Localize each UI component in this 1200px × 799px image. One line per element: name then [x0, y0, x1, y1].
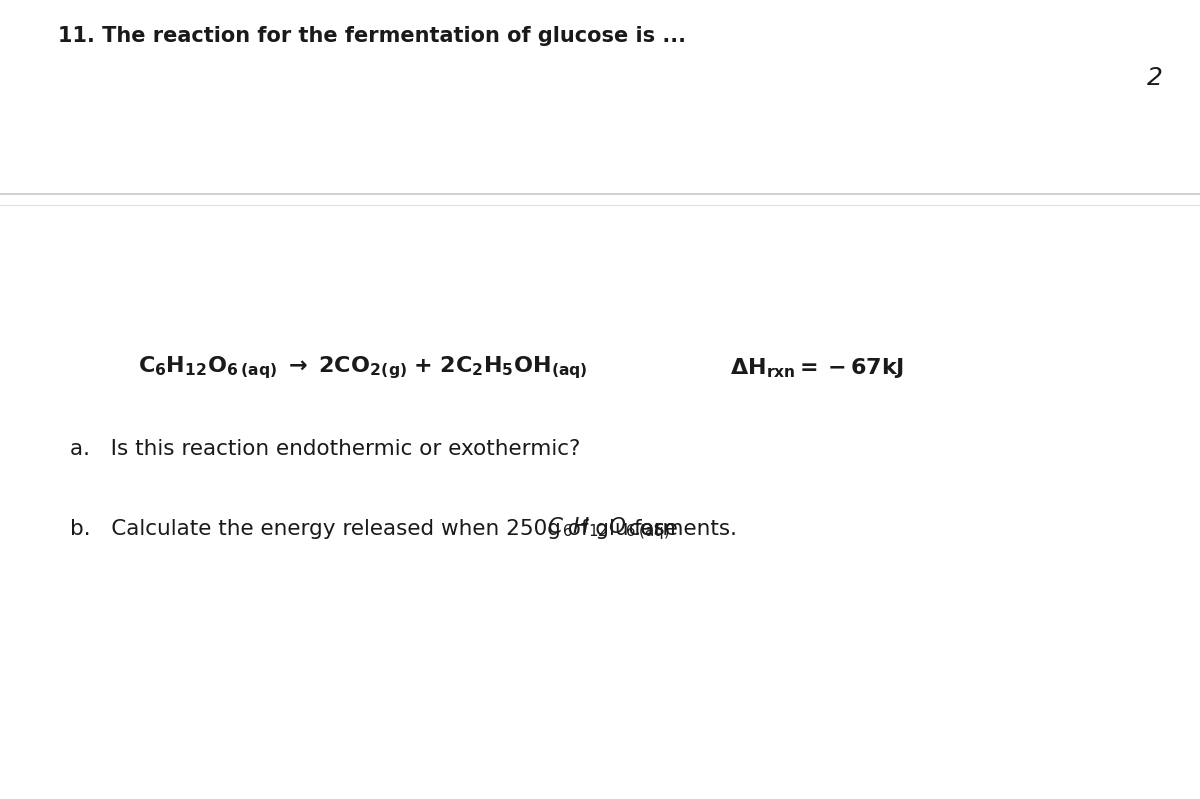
- Text: $C_6H_{12}O_6$$\,_{\mathregular{(aq)}}$: $C_6H_{12}O_6$$\,_{\mathregular{(aq)}}$: [547, 515, 671, 543]
- Text: a.   Is this reaction endothermic or exothermic?: a. Is this reaction endothermic or exoth…: [70, 439, 580, 459]
- Text: 11. The reaction for the fermentation of glucose is ...: 11. The reaction for the fermentation of…: [58, 26, 685, 46]
- Text: ferments.: ferments.: [634, 519, 738, 539]
- Text: $\mathbf{\Delta H_{rxn}}$$\mathbf{ = -67kJ}$: $\mathbf{\Delta H_{rxn}}$$\mathbf{ = -67…: [730, 356, 904, 380]
- Text: b.   Calculate the energy released when 250g of glucose: b. Calculate the energy released when 25…: [70, 519, 684, 539]
- Text: $\mathbf{C_6H_{12}O_6}$$\mathbf{_{\,(aq)}}$ $\mathbf{\rightarrow}$ $\mathbf{2CO_: $\mathbf{C_6H_{12}O_6}$$\mathbf{_{\,(aq)…: [138, 354, 588, 381]
- Text: 2: 2: [1146, 66, 1163, 89]
